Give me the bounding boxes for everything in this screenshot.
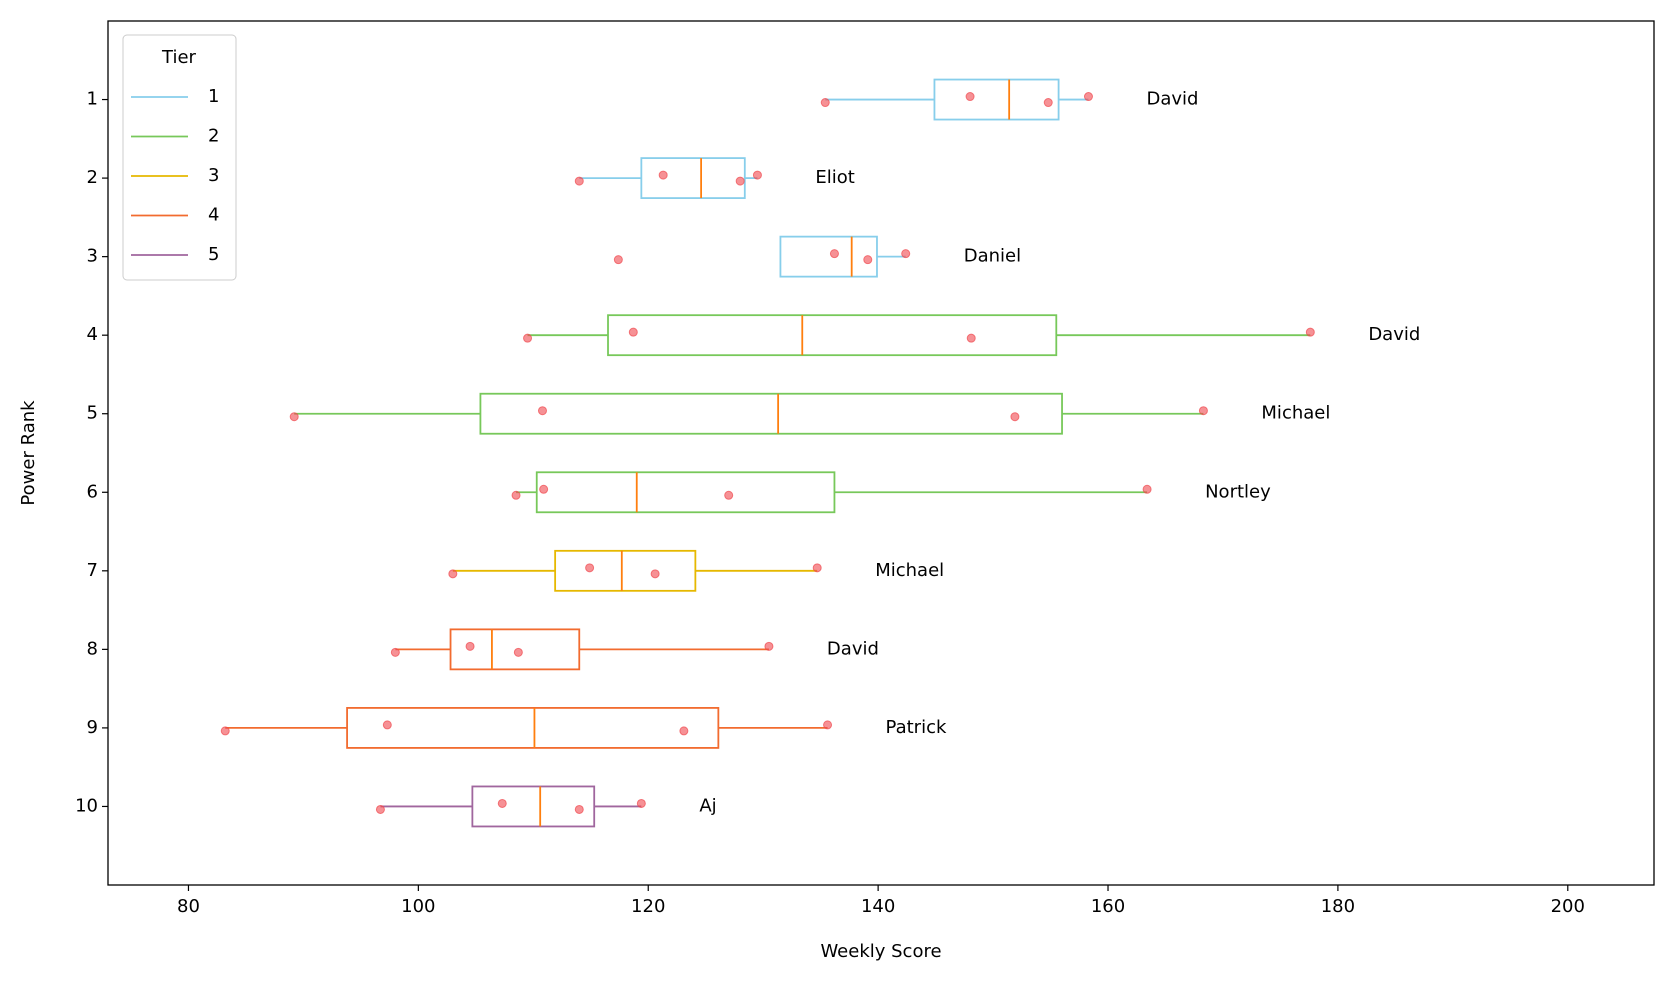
data-point <box>636 798 646 808</box>
box <box>535 471 836 514</box>
x-tick-label: 160 <box>1091 896 1125 917</box>
data-point <box>289 412 299 422</box>
data-point <box>752 170 762 180</box>
y-tick-label: 8 <box>87 638 98 659</box>
box-label: David <box>1146 89 1198 110</box>
x-axis-label: Weekly Score <box>820 941 941 962</box>
data-point <box>628 327 638 337</box>
box-label: David <box>1368 324 1420 345</box>
data-point <box>1305 327 1315 337</box>
y-tick-label: 6 <box>87 481 98 502</box>
data-point <box>220 726 230 736</box>
data-point <box>523 333 533 343</box>
box-label: David <box>827 638 879 659</box>
data-point <box>613 255 623 265</box>
y-tick-label: 9 <box>87 717 98 738</box>
plot-frame <box>107 20 1655 886</box>
data-point <box>537 406 547 416</box>
data-point <box>511 490 521 500</box>
box-label: Michael <box>1261 403 1330 424</box>
legend-label: 5 <box>208 244 219 265</box>
box-label: Michael <box>875 560 944 581</box>
data-point <box>497 798 507 808</box>
x-tick-label: 100 <box>401 896 435 917</box>
data-point <box>513 647 523 657</box>
data-point <box>539 484 549 494</box>
data-point <box>390 647 400 657</box>
y-tick-label: 5 <box>87 403 98 424</box>
x-tick-label: 180 <box>1321 896 1355 917</box>
data-point <box>823 720 833 730</box>
data-point <box>382 720 392 730</box>
y-tick-label: 2 <box>87 167 98 188</box>
box <box>449 628 581 671</box>
data-point <box>650 569 660 579</box>
y-tick-label: 1 <box>87 89 98 110</box>
data-point <box>1083 92 1093 102</box>
box-label: Patrick <box>886 717 947 738</box>
data-point <box>1198 406 1208 416</box>
box-label: Eliot <box>815 167 854 188</box>
data-point <box>764 641 774 651</box>
legend-label: 3 <box>208 165 219 186</box>
y-tick-label: 10 <box>75 795 98 816</box>
legend-label: 2 <box>208 126 219 147</box>
x-tick-label: 120 <box>631 896 665 917</box>
box <box>779 235 878 278</box>
box <box>640 157 746 199</box>
box-label: Aj <box>699 795 716 816</box>
legend-title: Tier <box>161 47 197 68</box>
box <box>479 392 1063 435</box>
data-point <box>820 98 830 108</box>
y-tick-label: 7 <box>87 560 98 581</box>
data-point <box>812 563 822 573</box>
y-axis-label: Power Rank <box>18 400 39 506</box>
box-label: Nortley <box>1205 481 1271 502</box>
x-tick-label: 80 <box>177 896 200 917</box>
legend-label: 1 <box>208 86 219 107</box>
data-point <box>574 804 584 814</box>
data-point <box>829 249 839 259</box>
y-tick-label: 4 <box>87 324 98 345</box>
box-label: Daniel <box>964 246 1021 267</box>
data-point <box>735 176 745 186</box>
data-point <box>465 641 475 651</box>
box <box>933 78 1060 121</box>
x-tick-label: 140 <box>861 896 895 917</box>
data-point <box>863 255 873 265</box>
box <box>554 549 697 592</box>
data-point <box>658 170 668 180</box>
data-point <box>966 333 976 343</box>
data-point <box>574 176 584 186</box>
data-point <box>585 563 595 573</box>
data-point <box>1142 484 1152 494</box>
data-point <box>724 490 734 500</box>
box <box>471 785 596 828</box>
data-point <box>448 569 458 579</box>
x-tick-label: 200 <box>1551 896 1585 917</box>
y-tick-label: 3 <box>87 246 98 267</box>
data-point <box>679 726 689 736</box>
data-point <box>375 804 385 814</box>
box <box>607 314 1058 357</box>
box <box>346 707 720 749</box>
data-point <box>965 92 975 102</box>
legend-label: 4 <box>208 205 219 226</box>
data-point <box>1043 98 1053 108</box>
data-point <box>901 249 911 259</box>
data-point <box>1010 412 1020 422</box>
